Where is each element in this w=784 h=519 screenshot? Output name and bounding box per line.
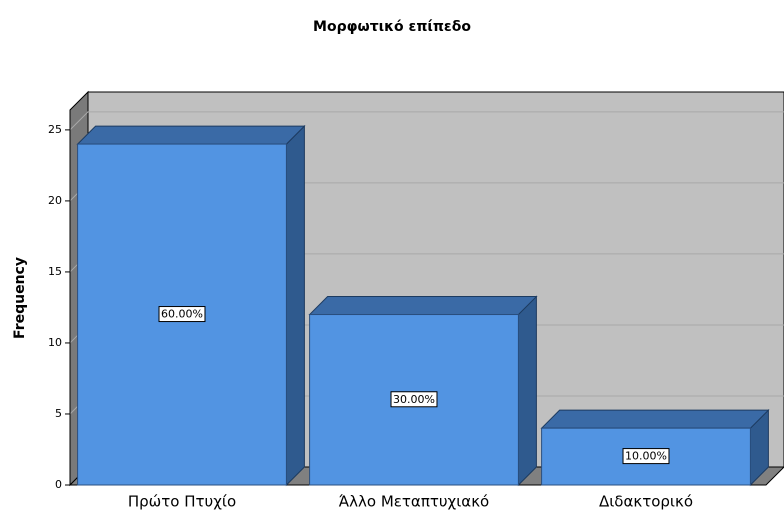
bar — [308, 295, 538, 487]
bar — [76, 124, 306, 487]
y-tick-label: 0 — [55, 478, 62, 491]
x-tick-label: Άλλο Μεταπτυχιακό — [339, 493, 489, 511]
x-tick-label: Διδακτορικό — [599, 493, 693, 511]
bar-top — [308, 296, 538, 316]
chart-title: Μορφωτικό επίπεδο — [313, 19, 471, 35]
bar-side — [285, 124, 305, 487]
y-axis-label: Frequency — [12, 257, 28, 339]
bar-top — [76, 125, 306, 145]
y-tick-label: 25 — [48, 123, 62, 136]
bar-label: 30.00% — [393, 393, 435, 406]
x-tick-label: Πρώτο Πτυχίο — [128, 493, 236, 511]
grid-line — [69, 111, 784, 131]
bar — [540, 408, 770, 487]
bar-side — [517, 295, 537, 487]
y-tick-label: 15 — [48, 265, 62, 278]
y-tick-label: 10 — [48, 336, 62, 349]
y-tick-label: 20 — [48, 194, 62, 207]
bar-label-box — [158, 306, 206, 323]
y-tick-label: 5 — [55, 407, 62, 420]
bar-label: 60.00% — [161, 308, 203, 321]
bar-top — [540, 409, 770, 429]
bar-label: 10.00% — [625, 450, 667, 463]
bar-label-box — [390, 391, 438, 408]
bar-label-box — [622, 448, 670, 465]
